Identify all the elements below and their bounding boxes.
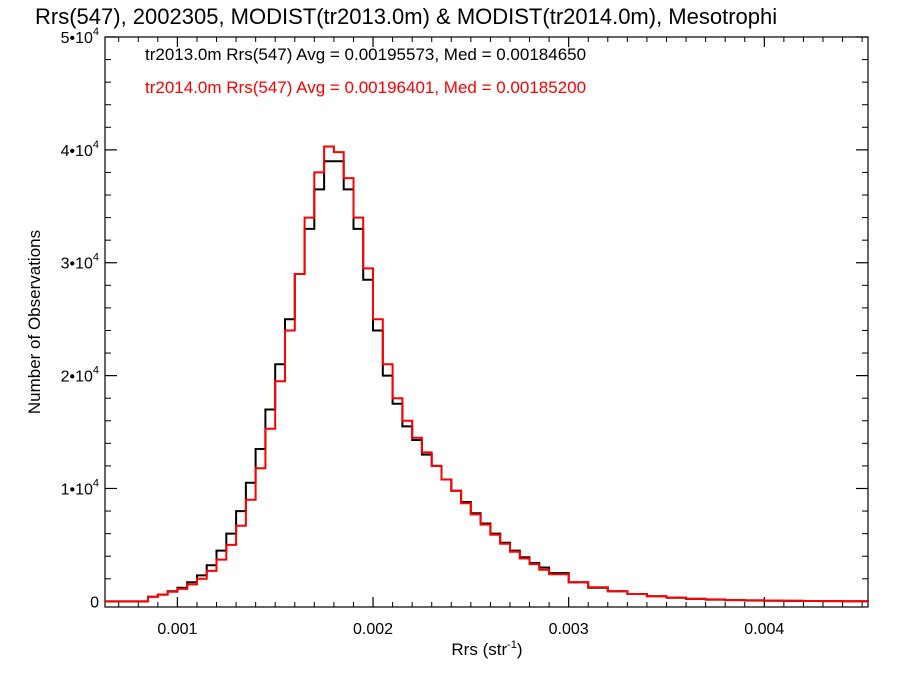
series-layer [105,145,869,603]
legend-entry-tr2013: tr2013.0m Rrs(547) Avg = 0.00195573, Med… [145,45,586,64]
y-tick-label: 3•104 [61,252,99,273]
chart-title: Rrs(547), 2002305, MODIST(tr2013.0m) & M… [35,4,777,29]
series-line-tr2013.0m [105,160,869,603]
x-axis-label-text: Rrs (str [451,640,507,659]
series-line-tr2014.0m [105,145,869,603]
y-axis-ticks: 0 1•104 2•104 3•104 4•104 5•104 [61,26,868,611]
x-tick-label: 0.003 [549,621,589,638]
x-axis-label-superscript: -1 [507,639,517,651]
y-tick-label: 2•104 [61,365,99,386]
y-tick-label: 5•104 [61,26,99,47]
x-axis-label: Rrs (str-1) [451,639,522,659]
plot-frame [104,36,869,608]
x-tick-label: 0.004 [744,621,784,638]
legend-entry-tr2014: tr2014.0m Rrs(547) Avg = 0.00196401, Med… [145,78,586,97]
y-tick-label: 4•104 [61,139,99,160]
x-axis-ticks: 0.001 0.002 0.003 0.004 [118,37,863,638]
legend: tr2013.0m Rrs(547) Avg = 0.00195573, Med… [145,45,586,97]
y-tick-label: 1•104 [61,477,99,498]
x-tick-label: 0.002 [353,621,393,638]
y-axis-label: Number of Observations [25,230,44,414]
x-tick-label: 0.001 [157,621,197,638]
x-axis-label-end: ) [517,640,523,659]
y-tick-label: 0 [90,594,99,611]
